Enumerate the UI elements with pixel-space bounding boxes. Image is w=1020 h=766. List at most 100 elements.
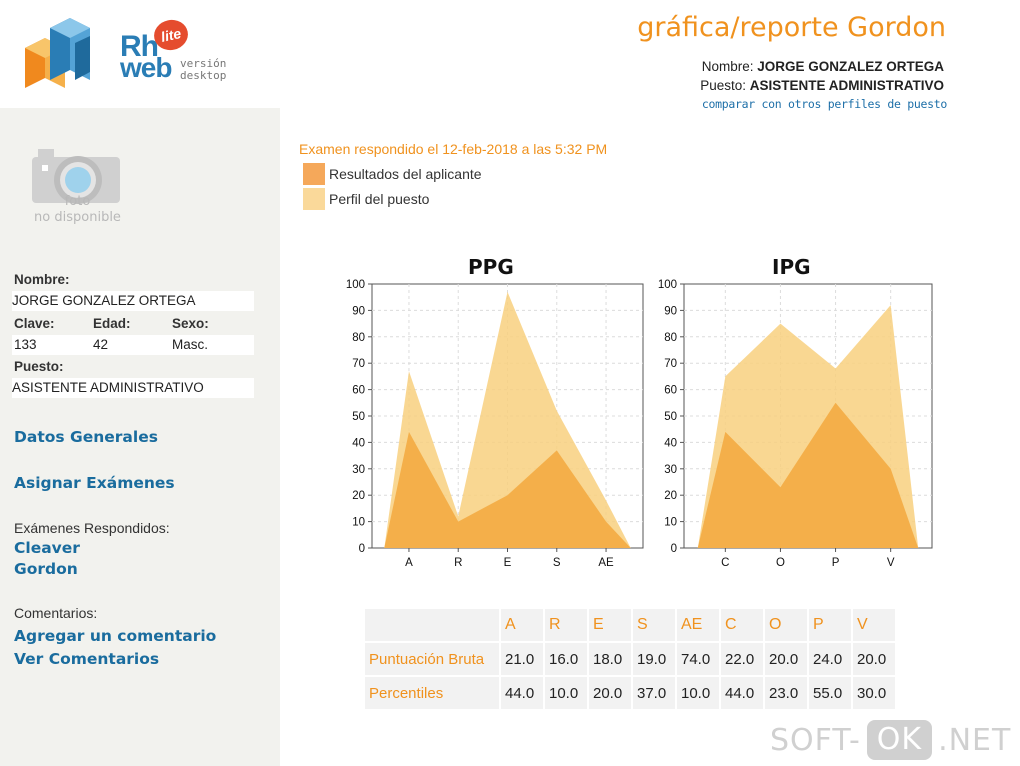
score-table: A R E S AE C O P V Puntuación Bruta 21.0… [363, 607, 897, 711]
table-cell: 37.0 [633, 677, 675, 709]
y-tick-label: 0 [671, 543, 677, 555]
table-cell: 23.0 [765, 677, 807, 709]
table-cell: 16.0 [545, 643, 587, 675]
x-tick-label: A [405, 557, 413, 569]
logo-web-text: web [120, 52, 172, 83]
legend-swatch-applicant [303, 163, 325, 185]
legend-swatch-profile [303, 188, 325, 210]
y-tick-label: 30 [664, 464, 677, 476]
logo-rh-text: Rh [120, 30, 159, 63]
y-tick-label: 40 [664, 437, 677, 449]
datos-generales-link[interactable]: Datos Generales [14, 428, 158, 446]
y-tick-label: 90 [352, 305, 365, 317]
table-row: Puntuación Bruta 21.0 16.0 18.0 19.0 74.… [365, 643, 895, 675]
page-title: gráfica/reporte Gordon [637, 12, 946, 43]
comentarios-label: Comentarios: [14, 605, 98, 621]
sidebar: foto no disponible Nombre: JORGE GONZALE… [0, 108, 280, 766]
header-name-value: JORGE GONZALEZ ORTEGA [757, 59, 944, 74]
table-cell: 24.0 [809, 643, 851, 675]
header-puesto: Puesto: ASISTENTE ADMINISTRATIVO [700, 78, 944, 93]
table-header-cell: S [633, 609, 675, 641]
table-cell: 20.0 [853, 643, 895, 675]
exam-gordon-link[interactable]: Gordon [14, 560, 78, 578]
exam-cleaver-link[interactable]: Cleaver [14, 539, 80, 557]
row-label-percentiles: Percentiles [365, 677, 499, 709]
y-tick-label: 50 [664, 411, 677, 423]
table-header-cell: R [545, 609, 587, 641]
y-tick-label: 50 [352, 411, 365, 423]
sexo-label: Sexo: [172, 316, 209, 331]
nombre-value: JORGE GONZALEZ ORTEGA [12, 291, 254, 311]
x-tick-label: E [504, 557, 512, 569]
header-puesto-label: Puesto: [700, 78, 746, 93]
table-cell: 44.0 [721, 677, 763, 709]
photo-text-line-2: no disponible [34, 210, 121, 225]
table-header-cell: P [809, 609, 851, 641]
legend-label-applicant: Resultados del aplicante [329, 166, 482, 182]
puesto-value: ASISTENTE ADMINISTRATIVO [12, 378, 254, 398]
table-cell: 44.0 [501, 677, 543, 709]
agregar-comentario-link[interactable]: Agregar un comentario [14, 627, 217, 645]
legend-item-profile: Perfil del puesto [303, 188, 429, 210]
y-tick-label: 70 [352, 358, 365, 370]
watermark: SOFT- OK .NET [770, 720, 1011, 760]
table-cell: 18.0 [589, 643, 631, 675]
row-label-puntuacion-bruta: Puntuación Bruta [365, 643, 499, 675]
ver-comentarios-link[interactable]: Ver Comentarios [14, 650, 160, 668]
y-tick-label: 100 [346, 279, 365, 291]
watermark-ok: OK [866, 720, 933, 760]
x-tick-label: C [721, 557, 729, 569]
exam-date-text: Examen respondido el 12-feb-2018 a las 5… [299, 141, 608, 157]
watermark-left: SOFT- [770, 722, 861, 758]
y-tick-label: 40 [352, 437, 365, 449]
chart-title-ppg: PPG [468, 255, 514, 279]
edad-value: 42 [93, 337, 109, 352]
logo-version-text: versión desktop [180, 58, 226, 82]
x-tick-label: AE [598, 557, 614, 569]
y-tick-label: 60 [664, 385, 677, 397]
y-tick-label: 0 [359, 543, 365, 555]
x-tick-label: O [776, 557, 785, 569]
rhweb-logo: Rh lite web versión desktop [20, 8, 270, 98]
y-tick-label: 30 [352, 464, 365, 476]
compare-profiles-link[interactable]: comparar con otros perfiles de puesto [701, 97, 947, 111]
table-header-cell: V [853, 609, 895, 641]
table-cell: 20.0 [589, 677, 631, 709]
cube-logo-icon [25, 18, 90, 88]
y-tick-label: 100 [658, 279, 677, 291]
table-row: Percentiles 44.0 10.0 20.0 37.0 10.0 44.… [365, 677, 895, 709]
y-tick-label: 10 [664, 517, 677, 529]
clave-value: 133 [14, 337, 37, 352]
header: Rh lite web versión desktop gráfica/repo… [0, 0, 1020, 111]
table-cell: 55.0 [809, 677, 851, 709]
table-cell: 20.0 [765, 643, 807, 675]
table-header-cell: O [765, 609, 807, 641]
edad-label: Edad: [93, 316, 131, 331]
table-cell: 30.0 [853, 677, 895, 709]
clave-label: Clave: [14, 316, 55, 331]
y-tick-label: 70 [664, 358, 677, 370]
y-tick-label: 80 [352, 332, 365, 344]
y-tick-label: 60 [352, 385, 365, 397]
photo-text-line-1: foto [64, 194, 91, 209]
y-tick-label: 10 [352, 517, 365, 529]
x-tick-label: P [832, 557, 840, 569]
table-header-cell: C [721, 609, 763, 641]
x-tick-label: R [454, 557, 462, 569]
watermark-right: .NET [938, 722, 1012, 758]
asignar-examenes-link[interactable]: Asignar Exámenes [14, 474, 175, 492]
puesto-label: Puesto: [14, 359, 64, 374]
table-cell: 10.0 [677, 677, 719, 709]
table-header-cell: AE [677, 609, 719, 641]
series-area [384, 431, 631, 548]
table-header-row: A R E S AE C O P V [365, 609, 895, 641]
table-corner-cell [365, 609, 499, 641]
chart-title-ipg: IPG [772, 255, 811, 279]
header-name: Nombre: JORGE GONZALEZ ORTEGA [702, 59, 944, 74]
y-tick-label: 20 [664, 490, 677, 502]
y-tick-label: 20 [352, 490, 365, 502]
version-line-1: versión [180, 57, 227, 70]
nombre-label: Nombre: [14, 272, 70, 287]
legend-label-profile: Perfil del puesto [329, 191, 430, 207]
table-cell: 74.0 [677, 643, 719, 675]
